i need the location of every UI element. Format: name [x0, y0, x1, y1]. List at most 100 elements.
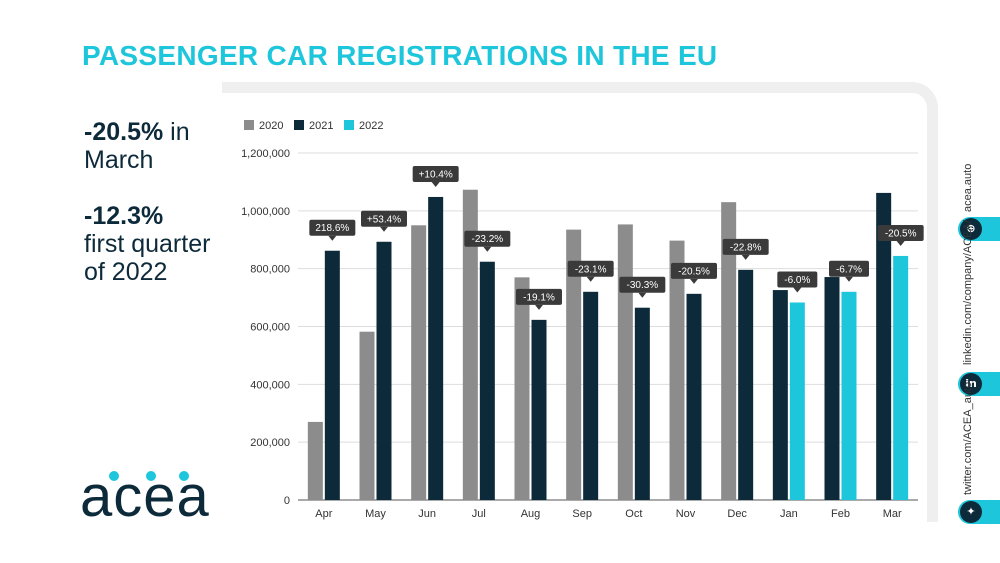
badge-pointer	[586, 276, 595, 282]
x-tick-label: Oct	[625, 508, 642, 520]
bar-2021	[324, 250, 340, 500]
bar-2022	[893, 255, 909, 500]
change-badge	[829, 260, 869, 277]
change-badge	[722, 238, 769, 255]
x-tick-label: Mar	[883, 508, 902, 520]
chart-frame	[222, 82, 938, 522]
bar-2020	[307, 421, 323, 500]
x-tick-label: Apr	[315, 508, 332, 520]
x-tick-label: Jun	[418, 508, 436, 520]
change-label: +53.4%	[367, 214, 401, 225]
bar-2020	[617, 224, 633, 500]
x-tick-label: Nov	[676, 508, 696, 520]
y-tick-label: 400,000	[250, 379, 290, 391]
y-tick-label: 1,200,000	[241, 148, 290, 160]
badge-pointer	[896, 240, 905, 246]
badge-pointer	[483, 246, 492, 252]
q1-value: -12.3%	[84, 202, 164, 230]
y-tick-label: 1,000,000	[241, 206, 290, 218]
q1-stat: -12.3% first quarter of 2022	[84, 202, 210, 286]
change-label: -20.5%	[885, 228, 917, 239]
change-badge	[516, 288, 562, 305]
march-suffix: in	[163, 118, 190, 146]
legend-label: 2020	[259, 120, 283, 132]
acea-logo: acea	[80, 464, 209, 526]
linkedin-link[interactable]: linkedin.com/company/ACEA/	[962, 220, 974, 365]
bar-2022	[789, 302, 805, 500]
q1-line1: first quarter	[84, 230, 211, 258]
change-label: -19.1%	[523, 292, 555, 303]
x-tick-label: May	[365, 508, 386, 520]
globe-button[interactable]: ⊕	[958, 217, 1000, 241]
bar-2021	[479, 261, 495, 500]
linkedin-icon: in	[960, 373, 982, 395]
bar-2021	[738, 269, 754, 500]
bar-2022	[841, 291, 857, 500]
bar-2020	[411, 225, 427, 500]
website-link[interactable]: acea.auto	[962, 163, 974, 212]
x-tick-label: Aug	[521, 508, 541, 520]
bar-2021	[428, 196, 444, 500]
badge-pointer	[845, 276, 853, 282]
change-label: -6.7%	[836, 264, 862, 275]
twitter-button[interactable]: ✦	[958, 500, 1000, 524]
page-title: PASSENGER CAR REGISTRATIONS IN THE EU	[82, 40, 718, 71]
change-label: -6.0%	[784, 275, 810, 286]
badge-pointer	[741, 254, 750, 260]
logo-dot	[146, 471, 156, 481]
logo-dot	[109, 471, 119, 481]
bar-2020	[669, 240, 685, 500]
y-tick-label: 800,000	[250, 264, 290, 276]
legend-swatch	[244, 120, 254, 130]
badge-pointer	[431, 181, 440, 187]
twitter-link[interactable]: twitter.com/ACEA_auto	[962, 381, 974, 495]
twitter-icon: ✦	[960, 501, 982, 523]
badge-pointer	[328, 235, 337, 241]
change-badge	[361, 210, 407, 227]
change-label: -22.8%	[730, 242, 762, 253]
y-tick-label: 200,000	[250, 437, 290, 449]
badge-pointer	[690, 278, 698, 284]
y-tick-label: 0	[284, 495, 290, 507]
legend-label: 2021	[309, 120, 333, 132]
change-label: -20.5%	[678, 266, 710, 277]
change-badge	[464, 230, 511, 247]
bar-2020	[721, 202, 737, 501]
badge-pointer	[535, 304, 543, 310]
bar-2021	[376, 241, 392, 500]
change-label: 218.6%	[315, 223, 349, 234]
x-tick-label: Dec	[727, 508, 747, 520]
bar-2021	[824, 277, 840, 500]
x-tick-label: Feb	[831, 508, 850, 520]
bar-2020	[566, 229, 582, 501]
bar-2020	[359, 331, 375, 500]
bar-2021	[531, 319, 547, 500]
change-label: -23.1%	[575, 264, 607, 275]
logo-dot	[179, 471, 189, 481]
bar-2021	[772, 290, 788, 500]
change-label: -30.3%	[626, 280, 658, 291]
badge-pointer	[380, 226, 388, 232]
march-label: March	[84, 146, 154, 174]
change-badge	[777, 271, 818, 288]
globe-icon: ⊕	[960, 218, 982, 240]
legend-swatch	[344, 120, 354, 130]
change-label: -23.2%	[471, 234, 503, 245]
change-badge	[309, 219, 356, 236]
bar-2021	[876, 192, 892, 500]
q1-line2: of 2022	[84, 258, 168, 286]
legend-swatch	[294, 120, 304, 130]
change-badge	[877, 224, 924, 241]
change-badge	[412, 165, 459, 182]
change-label: +10.4%	[419, 169, 453, 180]
bar-2021	[634, 307, 650, 500]
y-tick-label: 600,000	[250, 322, 290, 334]
march-stat: -20.5% in March	[84, 118, 190, 174]
linkedin-button[interactable]: in	[958, 372, 1000, 396]
x-tick-label: Jan	[780, 508, 798, 520]
march-value: -20.5%	[84, 118, 164, 146]
badge-pointer	[793, 287, 802, 293]
bar-2020	[462, 189, 478, 500]
bar-2021	[583, 291, 599, 500]
